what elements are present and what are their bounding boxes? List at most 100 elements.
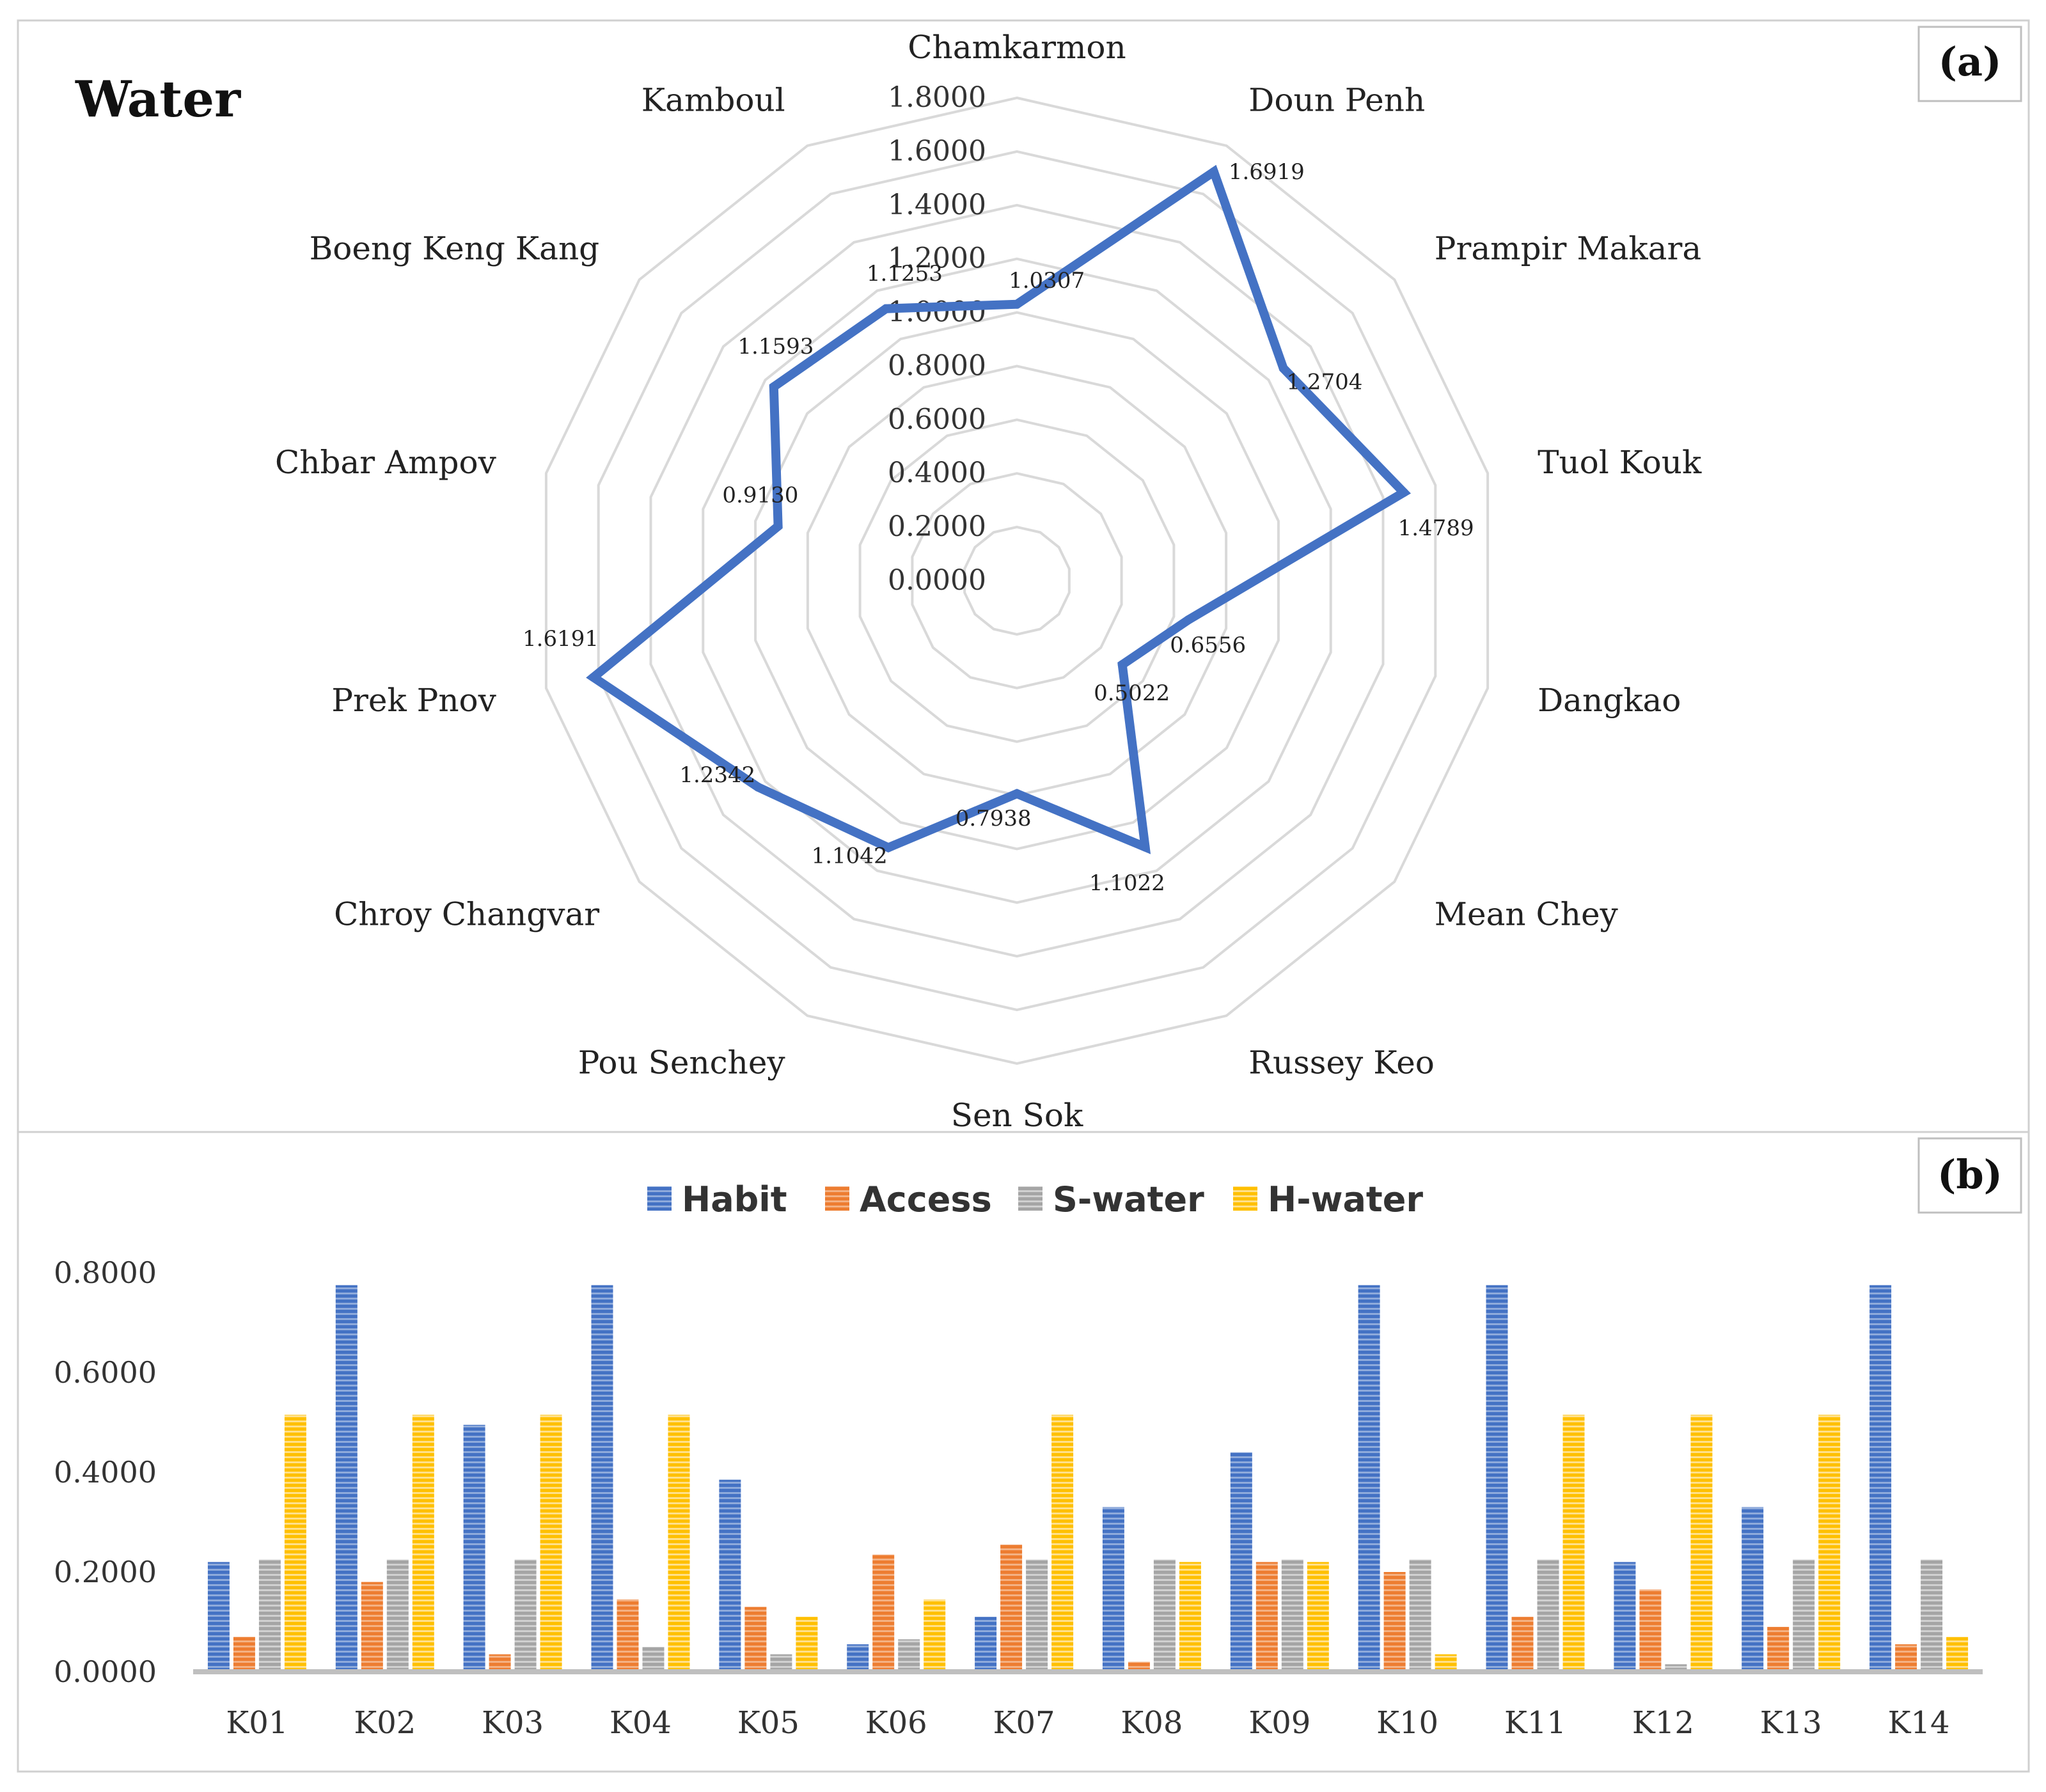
- radar-grid-ring: [754, 311, 1280, 851]
- bar-y-tick-label: 0.8000: [54, 1255, 157, 1290]
- bar-k14-habit: [1869, 1285, 1892, 1672]
- bar-k08-habit: [1102, 1507, 1124, 1672]
- bar-k09-access: [1255, 1562, 1278, 1672]
- radar-value-label-chbar-ampov: 0.9130: [722, 483, 798, 508]
- bar-k13-s-water: [1793, 1559, 1815, 1672]
- bar-k08-s-water: [1153, 1559, 1176, 1672]
- bar-k11-h-water: [1562, 1415, 1585, 1672]
- bar-k07-access: [1000, 1544, 1023, 1672]
- bar-k13-access: [1767, 1626, 1790, 1672]
- bar-k12-s-water: [1665, 1664, 1687, 1672]
- bar-k03-habit: [463, 1424, 485, 1672]
- bar-k03-s-water: [514, 1559, 537, 1672]
- bar-x-tick-k02: K02: [354, 1705, 416, 1741]
- legend-label-access: Access: [860, 1179, 992, 1220]
- bar-k13-h-water: [1818, 1415, 1841, 1672]
- bar-k04-s-water: [642, 1647, 665, 1672]
- radar-category-boeng-keng-kang: Boeng Keng Kang: [310, 230, 600, 267]
- radar-tick-label: 0.0000: [888, 564, 986, 597]
- radar-point-dangkao: [1184, 615, 1193, 625]
- bar-k01-access: [233, 1637, 255, 1672]
- bar-k11-access: [1511, 1617, 1534, 1672]
- radar-point-russey-keo: [1140, 842, 1150, 852]
- radar-category-tuol-kouk: Tuol Kouk: [1538, 444, 1702, 481]
- bar-k05-s-water: [770, 1654, 792, 1672]
- radar-tick-label: 0.2000: [888, 510, 986, 543]
- radar-category-chbar-ampov: Chbar Ampov: [275, 444, 497, 481]
- legend-label-h-water: H-water: [1268, 1179, 1423, 1220]
- bar-k10-s-water: [1409, 1559, 1431, 1672]
- radar-point-doun-penh: [1209, 167, 1218, 177]
- bar-x-tick-k08: K08: [1121, 1705, 1183, 1741]
- bar-k14-s-water: [1921, 1559, 1943, 1672]
- bar-marks: [207, 1285, 1969, 1672]
- panel-a: (a) Water 0.0000 0.2000 0.4000 0.6000 0.8000…: [17, 19, 2030, 1134]
- bar-k06-h-water: [924, 1599, 946, 1672]
- radar-value-label-sen-sok: 0.7938: [956, 806, 1032, 831]
- bar-k10-access: [1383, 1572, 1406, 1672]
- bar-k09-s-water: [1281, 1559, 1303, 1672]
- radar-value-label-kamboul: 1.1253: [867, 261, 943, 287]
- radar-value-label-mean-chey: 0.5022: [1094, 680, 1170, 706]
- legend-swatch-access: [825, 1186, 849, 1211]
- radar-value-label-prampir-makara: 1.2704: [1286, 370, 1362, 395]
- radar-grid: [544, 96, 1490, 1065]
- radar-tick-label: 0.6000: [888, 403, 986, 436]
- bar-x-tick-k06: K06: [865, 1705, 927, 1741]
- radar-grid-ring: [911, 472, 1123, 689]
- bar-k07-s-water: [1026, 1559, 1048, 1672]
- radar-point-sen-sok: [1012, 789, 1021, 798]
- bar-k07-habit: [975, 1617, 997, 1672]
- radar-point-prek-pnov: [588, 673, 598, 682]
- bar-y-tick-label: 0.2000: [54, 1555, 157, 1589]
- radar-point-chamkarmon: [1012, 299, 1021, 309]
- bar-k06-s-water: [898, 1639, 920, 1672]
- radar-point-mean-chey: [1117, 660, 1127, 670]
- radar-point-kamboul: [881, 304, 891, 313]
- bar-k09-h-water: [1307, 1562, 1329, 1672]
- bar-k11-habit: [1486, 1285, 1508, 1672]
- radar-tick-label: 1.8000: [888, 81, 986, 114]
- bar-y-tick-label: 0.4000: [54, 1455, 157, 1489]
- bar-x-tick-k12: K12: [1632, 1705, 1694, 1741]
- bar-k05-habit: [719, 1479, 741, 1672]
- bar-y-tick-label: 0.6000: [54, 1355, 157, 1390]
- bar-x-tick-k04: K04: [610, 1705, 672, 1741]
- bar-k02-access: [361, 1582, 383, 1672]
- radar-category-doun-penh: Doun Penh: [1248, 82, 1425, 119]
- bar-k01-h-water: [284, 1415, 306, 1672]
- panel-a-frame: [17, 19, 2030, 1133]
- bar-k07-h-water: [1051, 1415, 1074, 1672]
- radar-tick-label: 0.8000: [888, 349, 986, 382]
- radar-point-pou-senchey: [884, 843, 893, 853]
- radar-category-kamboul: Kamboul: [641, 82, 785, 119]
- bar-k01-habit: [207, 1562, 230, 1672]
- bar-k03-access: [489, 1654, 511, 1672]
- panel-a-tag: (a): [1939, 38, 2002, 85]
- bar-x-tick-k13: K13: [1760, 1705, 1822, 1741]
- bar-k11-s-water: [1537, 1559, 1559, 1672]
- bar-x-tick-k10: K10: [1376, 1705, 1438, 1741]
- radar-grid-ring: [544, 96, 1490, 1065]
- legend-swatch-h-water: [1233, 1186, 1257, 1211]
- bar-y-tick-label: 0.0000: [54, 1654, 157, 1689]
- bar-k01-s-water: [258, 1559, 281, 1672]
- radar-title: Water: [75, 70, 241, 129]
- bar-legend: Habit Access S-water H-water: [647, 1179, 1423, 1220]
- bar-x-tick-k05: K05: [737, 1705, 799, 1741]
- radar-grid-ring: [597, 150, 1437, 1012]
- radar-grid-ring: [858, 418, 1176, 743]
- radar-category-prampir-makara: Prampir Makara: [1435, 230, 1701, 267]
- bar-k10-h-water: [1435, 1654, 1457, 1672]
- radar-category-sen-sok: Sen Sok: [951, 1097, 1083, 1134]
- bar-k04-access: [617, 1599, 639, 1672]
- bar-k12-access: [1639, 1589, 1662, 1672]
- radar-category-mean-chey: Mean Chey: [1435, 896, 1619, 933]
- radar-series: [586, 164, 1412, 854]
- bar-x-tick-k01: K01: [226, 1705, 288, 1741]
- bar-k12-h-water: [1690, 1415, 1713, 1672]
- bar-k02-habit: [335, 1285, 358, 1672]
- panel-a-tag-box: [1917, 26, 2022, 102]
